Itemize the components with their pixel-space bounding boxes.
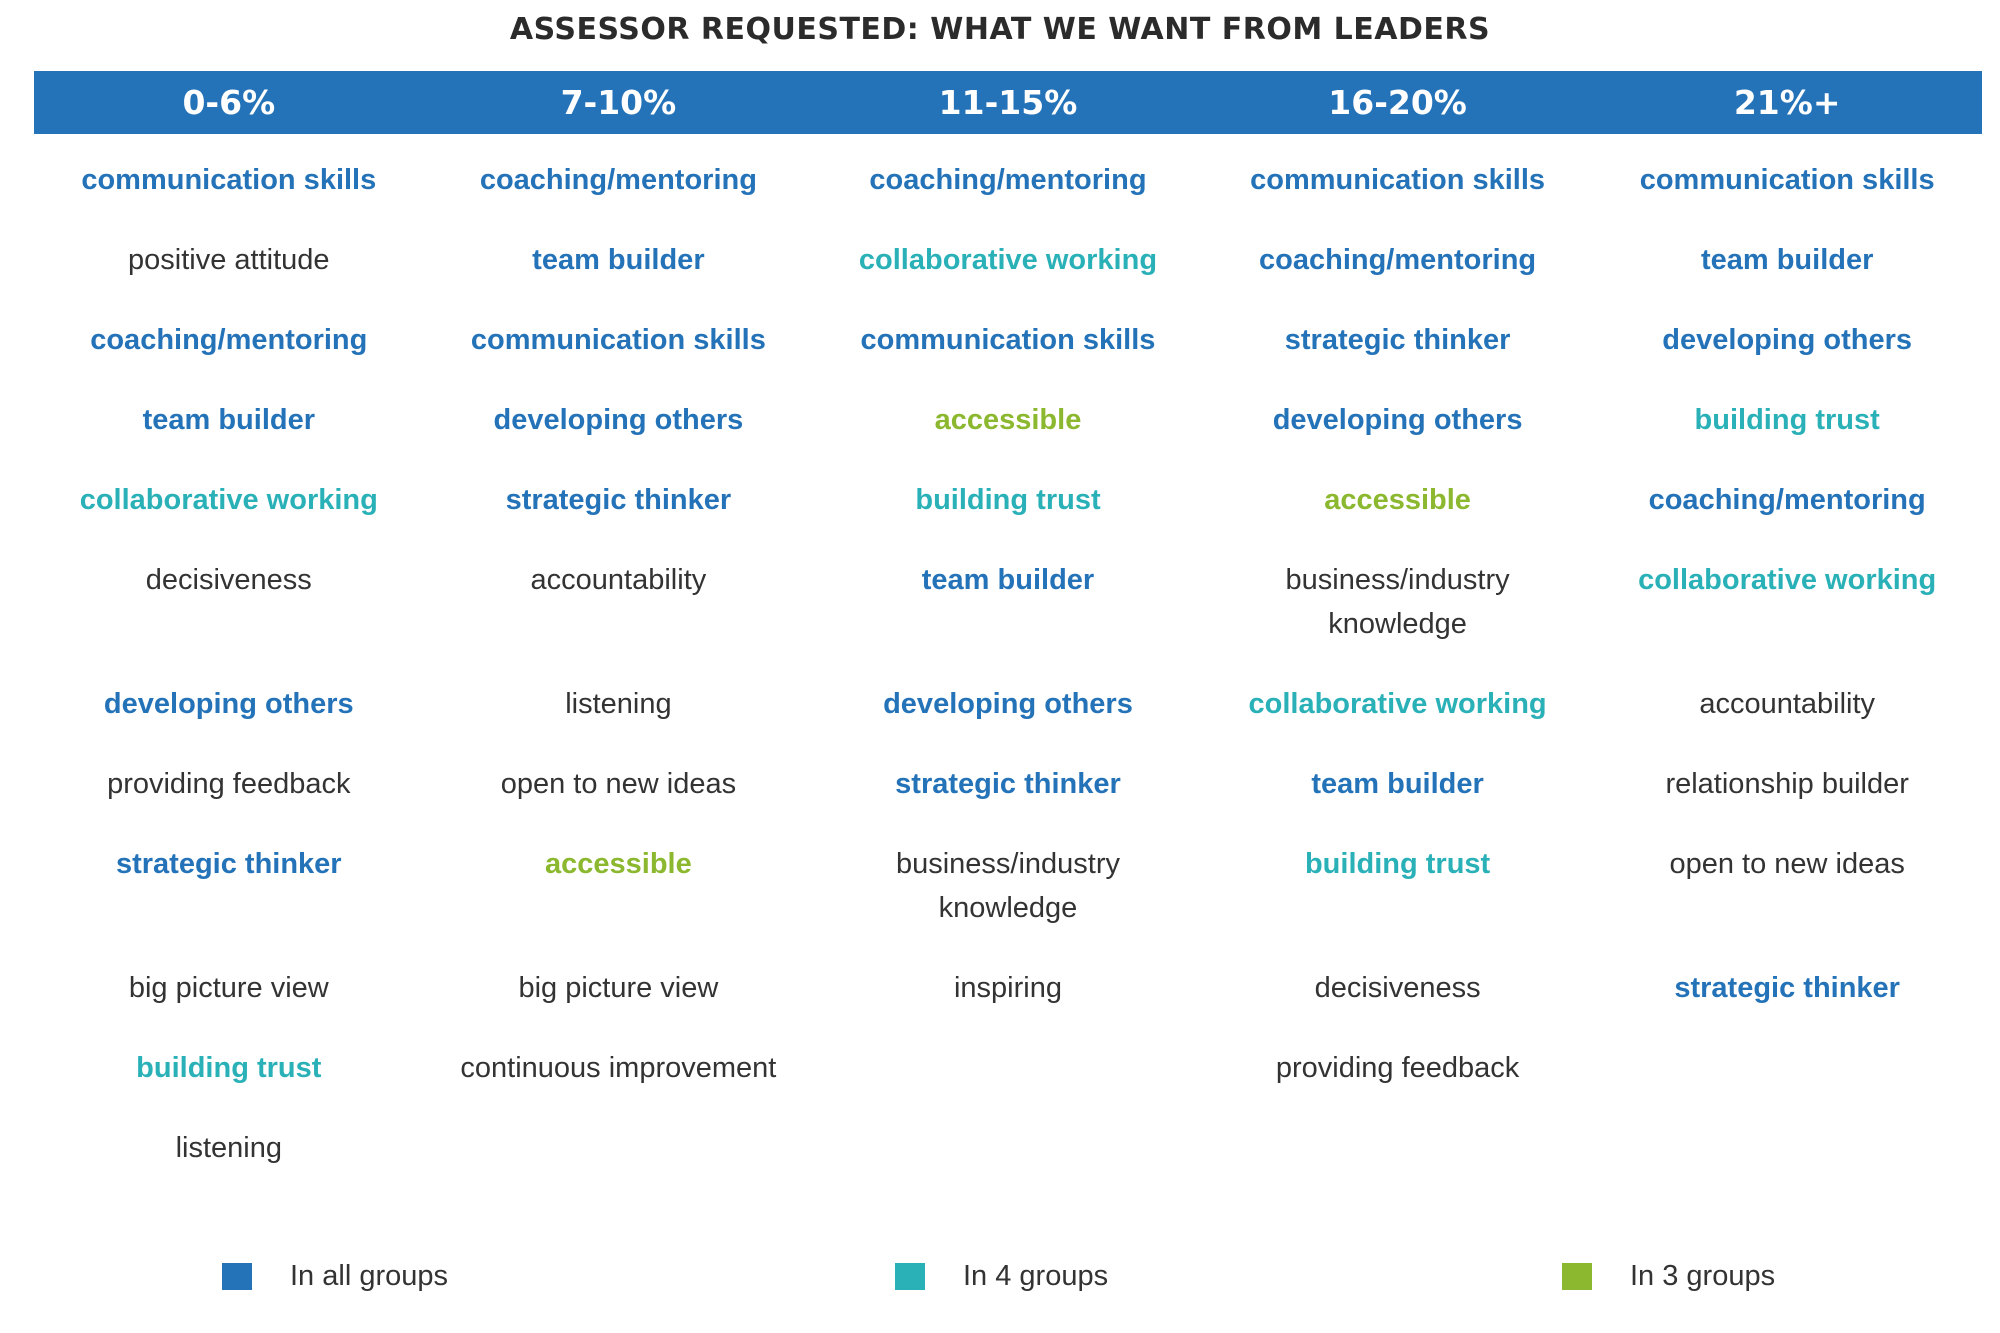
legend-label-all: In all groups xyxy=(290,1259,448,1292)
table-cell: collaborative working xyxy=(79,484,378,516)
table-cell: coaching/mentoring xyxy=(869,164,1147,196)
column-header-4: 21%+ xyxy=(1733,83,1841,122)
table-cell: continuous improvement xyxy=(460,1052,777,1084)
legend-swatch-four xyxy=(895,1262,925,1290)
legend-swatch-all xyxy=(222,1262,252,1290)
column-2: coaching/mentoring collaborative working c… xyxy=(813,134,1203,1184)
table-cell: building trust xyxy=(1304,848,1491,880)
table-cell: strategic thinker xyxy=(1284,324,1511,356)
column-1: coaching/mentoring team builder communicat… xyxy=(424,134,814,1184)
table-cell: collaborative working xyxy=(1638,564,1937,596)
table-cell: strategic thinker xyxy=(505,484,732,516)
table-cell: big picture view xyxy=(518,972,719,1004)
column-3: communication skills coaching/mentoring st… xyxy=(1203,134,1593,1184)
column-header-0: 0-6% xyxy=(182,83,276,122)
table-cell: communication skills xyxy=(470,324,766,356)
table-cell: coaching/mentoring xyxy=(1648,484,1926,516)
legend-label-three: In 3 groups xyxy=(1630,1259,1776,1292)
table-cell: business/industry knowledge xyxy=(1285,564,1510,640)
table-cell: strategic thinker xyxy=(115,848,342,880)
table-cell: building trust xyxy=(915,484,1101,516)
table-cell: listening xyxy=(175,1132,282,1164)
legend-item-four: In 4 groups xyxy=(895,1254,1108,1298)
table-cell: communication skills xyxy=(1639,164,1935,196)
column-4: communication skills team builder developi… xyxy=(1592,134,1982,1184)
table-cell: open to new ideas xyxy=(500,768,737,800)
table-cell: providing feedback xyxy=(1275,1052,1520,1084)
table-cell: building trust xyxy=(136,1052,322,1084)
table-cell: communication skills xyxy=(81,164,377,196)
table-cell: team builder xyxy=(921,564,1095,596)
table-cell: accessible xyxy=(545,848,692,880)
column-0: communication skills positive attitude coa… xyxy=(34,134,424,1184)
table-cell: coaching/mentoring xyxy=(1259,244,1537,276)
legend-item-all: In all groups xyxy=(222,1254,448,1298)
table-cell: positive attitude xyxy=(128,244,330,276)
table-cell: accessible xyxy=(1324,484,1471,516)
legend-item-three: In 3 groups xyxy=(1562,1254,1775,1298)
table-cell: decisiveness xyxy=(145,564,312,596)
table-cell: accessible xyxy=(934,404,1082,436)
table-cell: team builder xyxy=(1700,244,1874,276)
table-cell: team builder xyxy=(142,404,316,436)
table-cell: coaching/mentoring xyxy=(90,324,368,356)
table-cell: strategic thinker xyxy=(895,768,1121,800)
table-cell: developing others xyxy=(1272,404,1523,436)
column-header-3: 16-20% xyxy=(1328,83,1467,122)
legend-label-four: In 4 groups xyxy=(963,1259,1109,1292)
chart-title: ASSESSOR REQUESTED: WHAT WE WANT FROM LE… xyxy=(509,12,1491,47)
table-cell: business/industry knowledge xyxy=(895,848,1121,924)
column-header-2: 11-15% xyxy=(938,83,1078,122)
table-cell: accountability xyxy=(1699,688,1876,720)
column-header-bar: 0-6% 7-10% 11-15% 16-20% 21%+ xyxy=(34,71,1982,134)
table-cell: strategic thinker xyxy=(1674,972,1900,1004)
legend: In all groups In 4 groups In 3 groups xyxy=(0,1254,2000,1298)
table-cell: developing others xyxy=(883,688,1133,720)
table-cell: collaborative working xyxy=(858,244,1158,276)
table-cell: coaching/mentoring xyxy=(479,164,757,196)
table-cell: listening xyxy=(565,688,672,720)
table-cell: collaborative working xyxy=(1248,688,1547,720)
table-cell: team builder xyxy=(1311,768,1484,800)
table-cell: developing others xyxy=(103,688,354,720)
columns-container: communication skills positive attitude coa… xyxy=(34,134,1982,1184)
table-cell: communication skills xyxy=(860,324,1156,356)
table-cell: building trust xyxy=(1694,404,1880,436)
table-cell: communication skills xyxy=(1250,164,1546,196)
table-cell: providing feedback xyxy=(107,768,351,800)
table-cell: big picture view xyxy=(128,972,329,1004)
table-cell: team builder xyxy=(532,244,705,276)
column-header-1: 7-10% xyxy=(560,83,677,122)
table-cell: accountability xyxy=(530,564,707,596)
table-cell: decisiveness xyxy=(1314,972,1481,1004)
table-cell: developing others xyxy=(1662,324,1913,356)
table-cell: inspiring xyxy=(953,972,1062,1004)
table-cell: developing others xyxy=(493,404,744,436)
legend-swatch-three xyxy=(1562,1262,1592,1290)
table-cell: open to new ideas xyxy=(1669,848,1905,880)
table-cell: relationship builder xyxy=(1665,768,1909,800)
